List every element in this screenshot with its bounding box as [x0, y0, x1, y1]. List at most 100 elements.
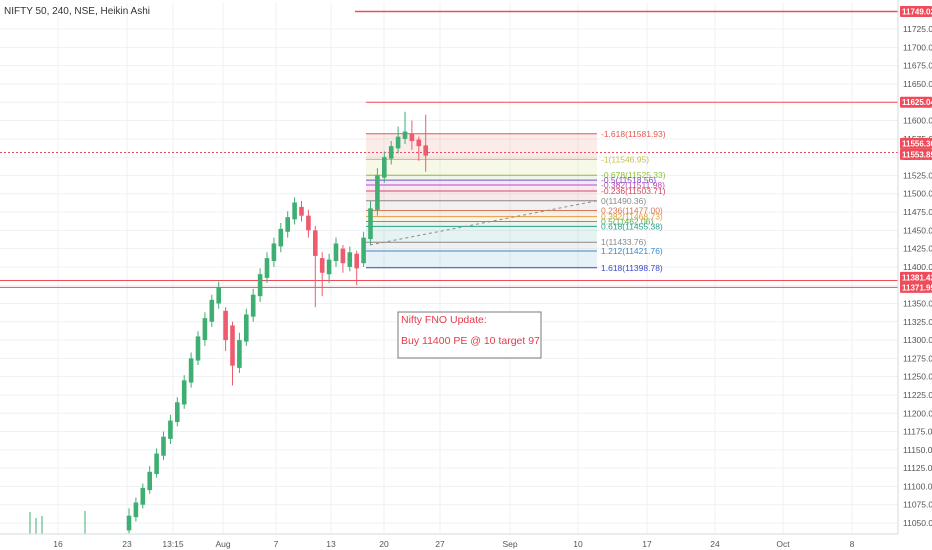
price-badge-label: 11381.42	[902, 273, 932, 282]
y-tick-label: 11175.00	[903, 427, 932, 437]
y-tick-label: 11525.00	[903, 170, 932, 180]
fib-band	[366, 133, 597, 160]
candle-body	[244, 314, 249, 342]
y-tick-label: 11725.00	[903, 24, 932, 34]
y-tick-label: 11200.00	[903, 408, 932, 418]
y-tick-label: 11275.00	[903, 353, 932, 363]
fib-band	[366, 210, 597, 217]
x-tick-label: Oct	[776, 539, 790, 549]
price-badge-label: 11371.95	[902, 283, 932, 292]
y-tick-label: 11075.00	[903, 500, 932, 510]
fib-level-label: 0(11490.36)	[601, 196, 646, 206]
horizontal-price-lines[interactable]	[0, 10, 898, 288]
candle-body	[230, 325, 235, 366]
candle-body	[347, 252, 353, 267]
candle-body	[154, 453, 159, 474]
fib-band	[366, 191, 597, 201]
candle-body	[188, 358, 194, 383]
candle-body	[326, 259, 332, 275]
price-badge	[900, 148, 932, 160]
candle-body	[209, 299, 215, 322]
y-tick-label: 11125.00	[903, 463, 932, 473]
x-tick-label: 10	[573, 539, 583, 549]
price-badge	[900, 96, 932, 108]
y-tick-label: 11450.00	[903, 225, 932, 235]
candle-body	[168, 420, 173, 439]
candle-body	[313, 230, 318, 256]
candle-body	[126, 515, 132, 531]
x-tick-label: 27	[435, 539, 445, 549]
price-badge	[900, 137, 932, 149]
candle-body	[388, 146, 394, 159]
candle-body	[202, 318, 208, 341]
price-badge	[900, 271, 932, 283]
y-tick-label: 11050.00	[903, 518, 932, 528]
fib-band	[366, 226, 597, 243]
x-tick-label: 7	[274, 539, 279, 549]
candle-body	[382, 157, 387, 178]
candle-body	[285, 217, 290, 232]
x-tick-label: 13:15	[162, 539, 184, 549]
y-tick-label: 11425.00	[903, 244, 932, 254]
candle-body	[181, 380, 187, 405]
fib-band	[366, 175, 597, 181]
candle-body	[271, 243, 277, 262]
candle-body	[354, 253, 359, 269]
candle-body	[161, 436, 166, 456]
time-axis[interactable]: 16 23 13:15 Aug 7 13 20 27 Sep 10 17 24 Oct 8	[53, 539, 854, 549]
y-tick-label: 11225.00	[903, 390, 932, 400]
fib-level-label: 0.5(11462.06)	[601, 216, 653, 226]
y-tick-label: 11350.00	[903, 298, 932, 308]
candle-body	[195, 336, 201, 361]
price-axis[interactable]: 11050.00 11075.00 11100.00 11125.00 11150.00…	[903, 24, 932, 528]
x-tick-label: 13	[326, 539, 336, 549]
fib-level-label: -1(11546.95)	[601, 154, 649, 164]
candle-body	[402, 131, 408, 139]
candle-body	[340, 248, 346, 264]
y-tick-label: 11400.00	[903, 262, 932, 272]
candle-body	[216, 287, 221, 304]
candle-body	[133, 502, 139, 518]
candle-body	[368, 208, 373, 240]
trend-line[interactable]	[369, 200, 598, 246]
candle-body	[416, 139, 422, 147]
candle-body	[237, 340, 242, 368]
price-badge-label: 11749.02	[902, 7, 932, 16]
note-box[interactable]: Nifty FNO Update: Buy 11400 PE @ 10 targ…	[397, 311, 542, 359]
price-badge	[900, 5, 932, 17]
chart-title: NIFTY 50, 240, NSE, Heikin Ashi	[4, 6, 150, 17]
x-tick-label: 8	[850, 539, 855, 549]
x-tick-label: 23	[122, 539, 132, 549]
candle-body	[292, 202, 297, 220]
candle-body	[306, 215, 311, 231]
trend-line-segment[interactable]	[369, 200, 598, 246]
y-tick-label: 11650.00	[903, 79, 932, 89]
candle-body	[223, 310, 228, 341]
candle-body	[361, 237, 366, 264]
fib-band	[366, 159, 597, 176]
price-badge-label: 11556.30	[902, 139, 932, 148]
y-tick-label: 11250.00	[903, 372, 932, 382]
note-line-2: Buy 11400 PE @ 10 target 97	[401, 335, 540, 347]
price-badge	[900, 281, 932, 293]
fibonacci-retracement[interactable]: -1.618(11581.93) -1(11546.95) -0.678(11525…	[366, 129, 666, 273]
fib-level-label: -0.236(11503.71)	[601, 186, 666, 196]
fib-band	[366, 216, 597, 222]
x-tick-label: Aug	[215, 539, 230, 549]
y-tick-label: 11150.00	[903, 445, 932, 455]
price-badge-label: 11553.85	[902, 150, 932, 159]
chart-grid	[0, 2, 898, 534]
y-tick-label: 11700.00	[903, 42, 932, 52]
fib-level-label: 0.236(11477.00)	[601, 206, 663, 216]
candlestick-series	[29, 111, 428, 534]
fib-level-label: 0.618(11455.38)	[601, 221, 663, 231]
candle-body	[250, 294, 256, 317]
fib-band	[366, 250, 597, 268]
fib-level-label: 1.618(11398.78)	[601, 263, 663, 273]
candle-body	[375, 175, 380, 210]
candle-body	[147, 471, 152, 491]
price-badges: 11749.02 11625.04 11556.30 11553.85 11381.42…	[900, 5, 932, 293]
candle-body	[175, 402, 180, 423]
fib-level-label: -0.678(11525.33)	[601, 170, 666, 180]
